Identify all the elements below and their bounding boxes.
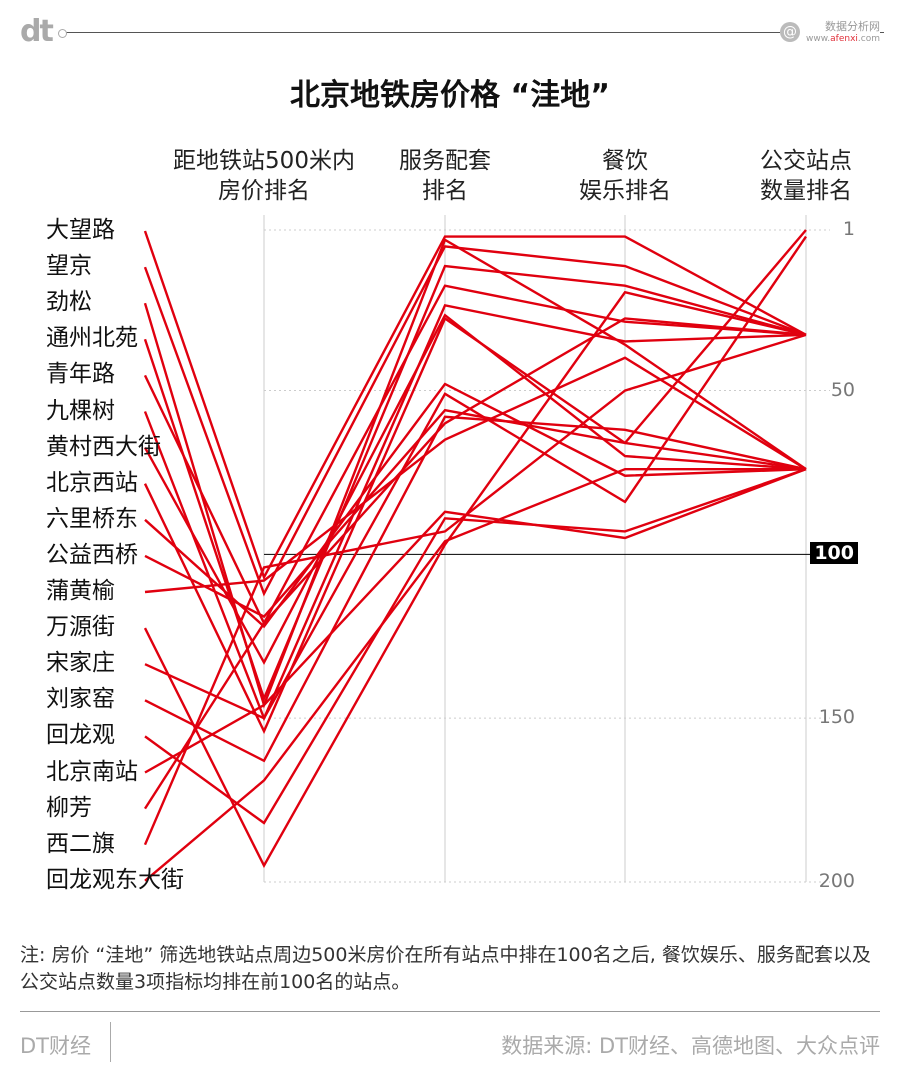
station-label: 大望路 — [46, 217, 115, 243]
station-label: 万源街 — [46, 614, 115, 641]
station-label: 通州北苑 — [46, 325, 138, 352]
y-tick-label: 150 — [818, 706, 855, 729]
y-tick-label: 50 — [830, 378, 855, 401]
data-source: 数据来源: DT财经、高德地图、大众点评 — [501, 1034, 880, 1058]
watermark-url-brand: afenxi — [830, 34, 858, 44]
station-label: 九棵树 — [46, 397, 115, 424]
axis-header-line: 数量排名 — [760, 178, 852, 204]
station-label: 蒲黄榆 — [46, 578, 115, 604]
series-line-万源街 — [143, 290, 807, 869]
axis-header-line: 公交站点 — [760, 148, 852, 174]
series-line-公益西桥 — [144, 229, 807, 619]
series-line-北京南站 — [144, 468, 807, 774]
axis-header-service: 服务配套 排名 — [335, 146, 555, 206]
watermark-icon: @ — [780, 22, 801, 42]
top-divider-dot — [58, 29, 67, 38]
axis-header-line: 娱乐排名 — [579, 178, 671, 204]
station-label: 北京南站 — [46, 758, 138, 785]
watermark-url-prefix: www. — [806, 34, 831, 44]
parallel-plot — [143, 215, 830, 883]
station-label: 宋家庄 — [46, 650, 115, 677]
bottom-divider — [20, 1011, 880, 1012]
series-line-回龙观东大街 — [144, 467, 806, 882]
axis-header-line: 排名 — [422, 178, 468, 204]
series-line-通州北苑 — [143, 264, 807, 702]
axis-header-line: 距地铁站500米内 — [173, 148, 355, 174]
station-label: 黄村西大街 — [46, 433, 161, 460]
station-label: 回龙观东大街 — [46, 866, 184, 893]
series-line-宋家庄 — [144, 235, 807, 720]
station-label: 望京 — [46, 253, 92, 280]
dt-logo: dt — [20, 14, 54, 49]
station-label: 北京西站 — [46, 469, 138, 496]
footer-separator — [110, 1022, 111, 1062]
footer-brand: DT财经 — [20, 1034, 91, 1058]
series-line-青年路 — [143, 284, 807, 626]
series-line-六里桥东 — [144, 382, 807, 629]
station-label: 公益西桥 — [46, 541, 138, 568]
axis-header-bus: 公交站点 数量排名 — [696, 146, 900, 206]
station-label: 六里桥东 — [46, 505, 138, 532]
station-label: 刘家窑 — [46, 686, 115, 713]
series-line-黄村西大街 — [143, 313, 807, 666]
watermark-name: 数据分析网 — [825, 20, 880, 33]
axis-header-line: 餐饮 — [602, 148, 648, 174]
series-line-九棵树 — [143, 303, 807, 722]
series-line-刘家窑 — [144, 415, 807, 763]
axis-header-price: 距地铁站500米内 房价排名 — [154, 146, 374, 206]
series-line-回龙观 — [144, 468, 807, 825]
series-line-望京 — [143, 245, 807, 597]
watermark-url: www.afenxi.com — [806, 33, 880, 46]
y-tick-label: 100 — [810, 542, 858, 565]
series-line-劲松 — [143, 238, 807, 709]
station-label: 回龙观 — [46, 722, 115, 749]
station-label: 西二旗 — [46, 830, 115, 857]
station-label: 劲松 — [46, 289, 92, 316]
top-divider — [62, 32, 884, 33]
watermark: @ 数据分析网 www.afenxi.com — [780, 20, 880, 46]
station-label: 柳芳 — [46, 794, 92, 821]
series-line-大望路 — [143, 230, 807, 581]
y-tick-label: 1 — [842, 218, 855, 240]
axis-header-dining: 餐饮 娱乐排名 — [515, 146, 735, 206]
series-line-北京西站 — [143, 316, 807, 735]
station-label: 青年路 — [46, 361, 115, 388]
chart-title: 北京地铁房价格 “洼地” — [290, 78, 610, 113]
axis-header-line: 服务配套 — [399, 148, 491, 174]
watermark-url-suffix: .com — [857, 34, 880, 44]
axis-header-line: 房价排名 — [218, 178, 310, 204]
series-line-西二旗 — [143, 333, 807, 846]
series-line-柳芳 — [143, 317, 807, 810]
series-line-蒲黄榆 — [144, 356, 807, 594]
footnote: 注: 房价 “洼地” 筛选地铁站点周边500米房价在所有站点中排在100名之后,… — [20, 944, 871, 993]
y-tick-label: 200 — [818, 870, 855, 892]
